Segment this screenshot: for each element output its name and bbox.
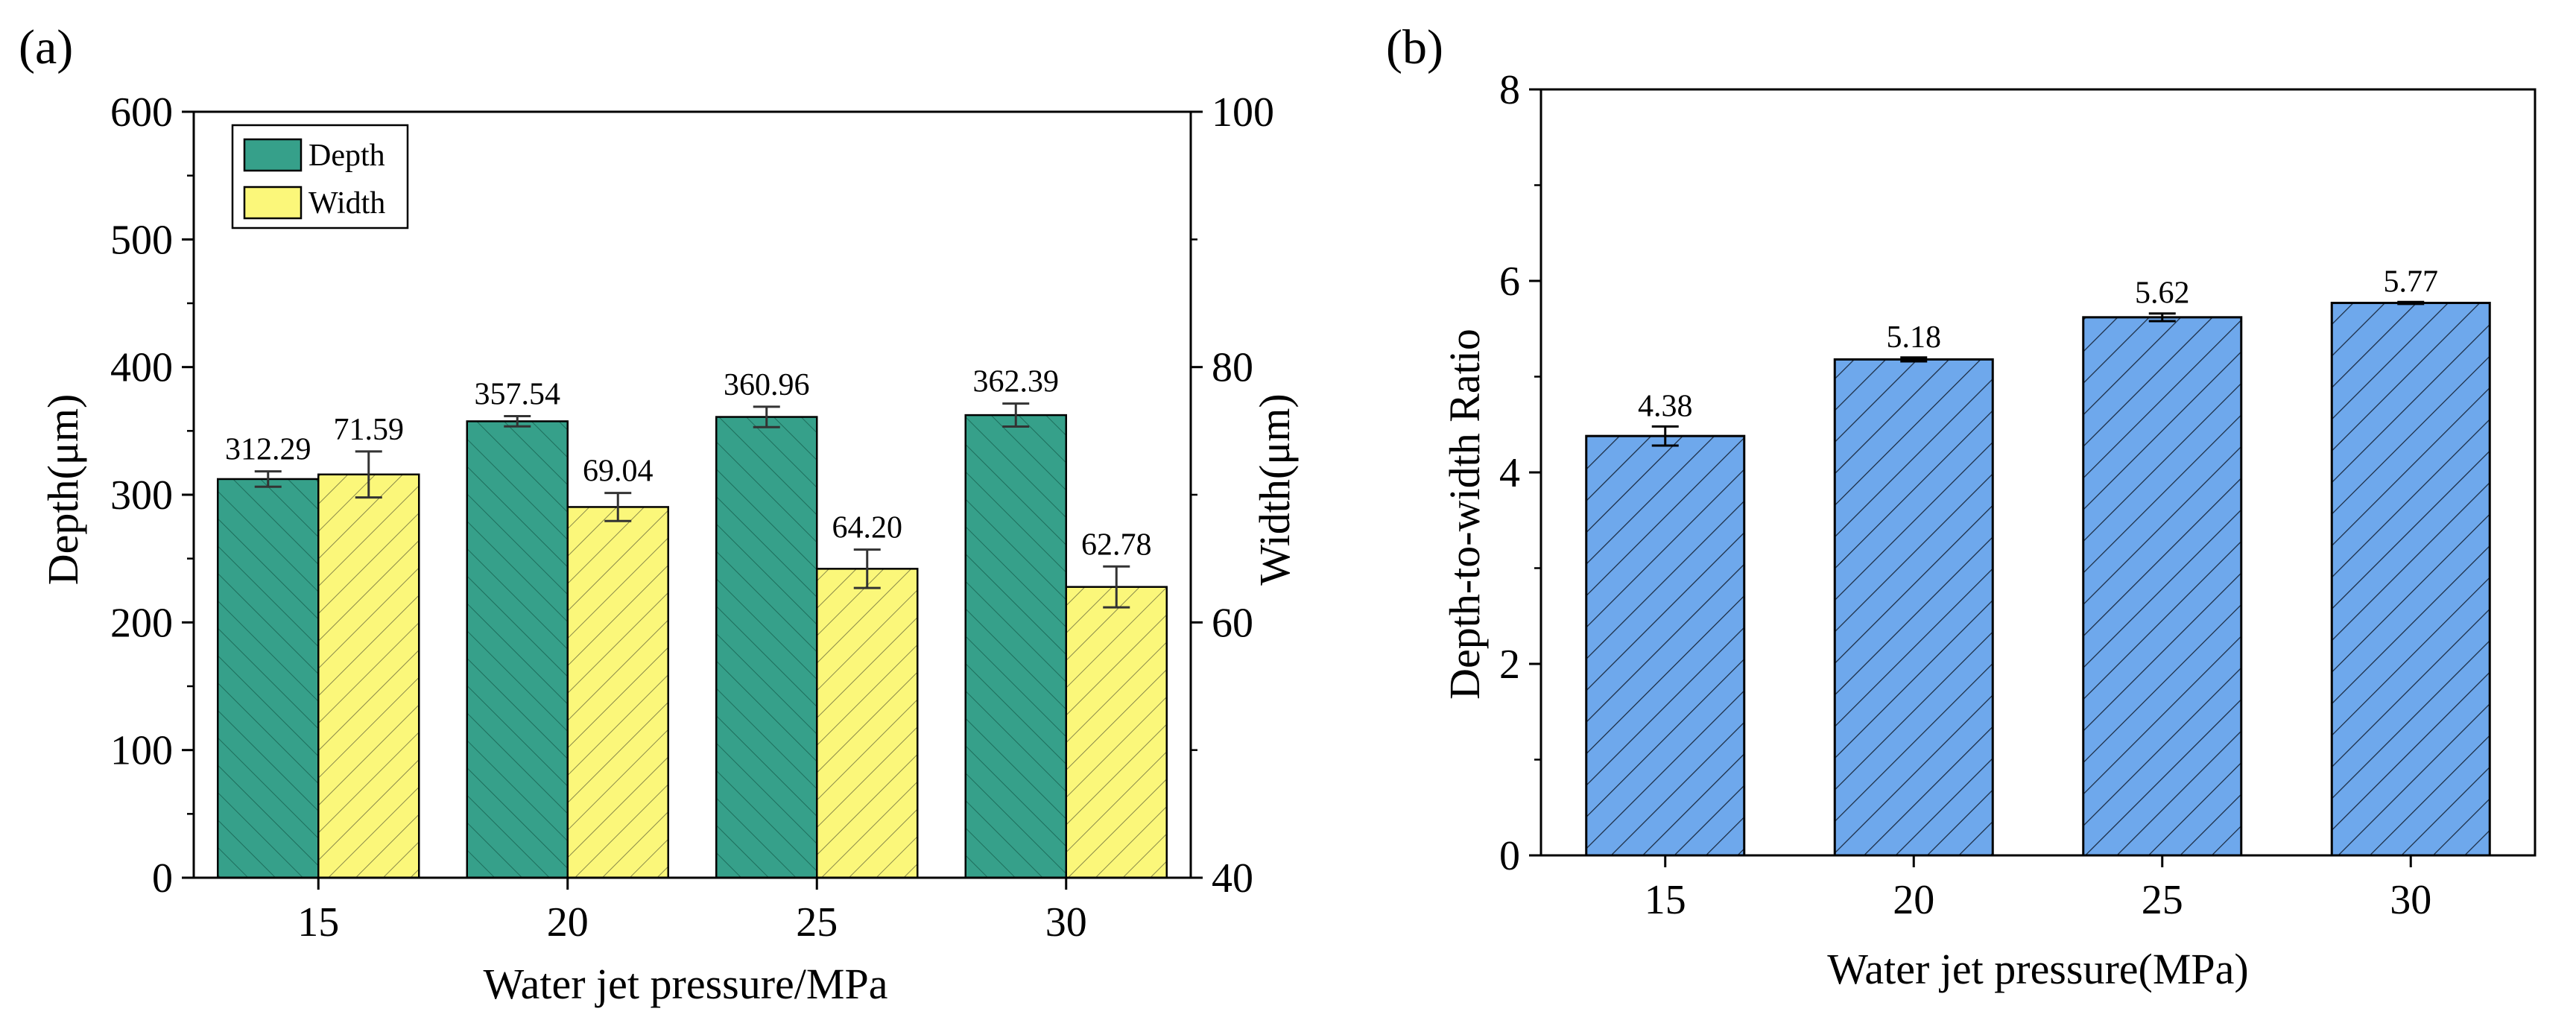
legend-label-depth: Depth <box>308 139 385 173</box>
y-tick-label-300: 300 <box>110 472 173 519</box>
bar-hatch-ratio-15 <box>1585 434 1746 857</box>
data-label-width-30: 62.78 <box>1081 528 1152 562</box>
y-tick-label-4: 4 <box>1499 450 1520 496</box>
data-label-depth-15: 312.29 <box>225 433 311 467</box>
x-tick-label-20: 20 <box>547 899 589 946</box>
y2-tick-label-100: 100 <box>1212 89 1274 136</box>
y-tick-label-0: 0 <box>152 855 173 902</box>
y-tick-label-6: 6 <box>1499 259 1520 305</box>
panel-b-x-axis-title: Water jet pressure(MPa) <box>1827 945 2248 993</box>
y-tick-label-400: 400 <box>110 345 173 391</box>
panel-b-label: (b) <box>1386 20 1443 75</box>
x-tick-label-25: 25 <box>2142 877 2183 923</box>
x-tick-label-20: 20 <box>1893 877 1934 923</box>
data-label-ratio-25: 5.62 <box>2135 276 2190 311</box>
panel-a-x-axis-title: Water jet pressure/MPa <box>484 960 888 1008</box>
panel-a: (a) 312.29 71.59 357.54 69.04 360.96 64.20 362… <box>19 20 1299 1008</box>
y-tick-label-0: 0 <box>1499 833 1520 879</box>
panel-a-y-axis-title: Depth(μm) <box>39 394 87 586</box>
x-tick-label-30: 30 <box>1045 899 1087 946</box>
data-label-depth-25: 360.96 <box>724 368 810 402</box>
data-label-width-15: 71.59 <box>334 413 405 447</box>
bar-hatch-ratio-20 <box>1833 358 1994 857</box>
y-tick-label-200: 200 <box>110 600 173 646</box>
legend-label-width: Width <box>308 186 385 221</box>
legend-swatch-depth <box>243 138 303 172</box>
panel-a-legend: Depth Width <box>231 124 409 229</box>
data-label-ratio-15: 4.38 <box>1638 389 1693 423</box>
panel-b-y-axis-title: Depth-to-width Ratio <box>1440 329 1489 700</box>
panel-a-y2-axis-title: Width(μm) <box>1250 393 1299 586</box>
y-tick-label-500: 500 <box>110 217 173 263</box>
y-tick-label-8: 8 <box>1499 67 1520 113</box>
panel-a-axes <box>182 110 1203 890</box>
data-label-width-20: 69.04 <box>583 455 654 489</box>
y-tick-label-2: 2 <box>1499 642 1520 688</box>
panel-a-bars: 312.29 71.59 357.54 69.04 360.96 64.20 362.39 6… <box>217 365 1168 879</box>
panel-b-axes <box>1529 88 2537 867</box>
y2-tick-label-60: 60 <box>1212 600 1253 646</box>
data-label-depth-20: 357.54 <box>475 378 561 412</box>
y2-tick-label-40: 40 <box>1212 855 1253 902</box>
data-label-ratio-30: 5.77 <box>2384 265 2439 299</box>
bar-hatch-width-15 <box>317 473 420 879</box>
bar-hatch-ratio-30 <box>2330 302 2491 857</box>
data-label-width-25: 64.20 <box>832 511 903 545</box>
bar-hatch-width-25 <box>816 568 919 879</box>
panel-b: (b) 4.38 5.18 5.62 5.77 15 20 25 30 0 2 4 6 8 Water… <box>1386 20 2537 993</box>
data-label-depth-30: 362.39 <box>973 365 1060 399</box>
y-tick-label-100: 100 <box>110 728 173 774</box>
bar-hatch-depth-25 <box>715 416 818 879</box>
y-tick-label-600: 600 <box>110 89 173 136</box>
panel-b-bars: 4.38 5.18 5.62 5.77 <box>1585 265 2491 857</box>
data-label-ratio-20: 5.18 <box>1887 320 1942 355</box>
bar-hatch-width-20 <box>566 506 669 879</box>
bar-hatch-depth-20 <box>466 420 569 879</box>
panel-a-label: (a) <box>19 20 73 75</box>
x-tick-label-15: 15 <box>1645 877 1686 923</box>
bar-hatch-ratio-25 <box>2082 316 2243 857</box>
bar-hatch-width-30 <box>1065 586 1168 879</box>
bar-hatch-depth-30 <box>964 414 1067 879</box>
x-tick-label-25: 25 <box>796 899 838 946</box>
bar-hatch-depth-15 <box>217 478 320 879</box>
x-tick-label-30: 30 <box>2390 877 2431 923</box>
y2-tick-label-80: 80 <box>1212 345 1253 391</box>
panel-b-tick-labels: 15 20 25 30 0 2 4 6 8 <box>1499 67 2431 923</box>
x-tick-label-15: 15 <box>297 899 339 946</box>
legend-swatch-width <box>243 186 303 220</box>
